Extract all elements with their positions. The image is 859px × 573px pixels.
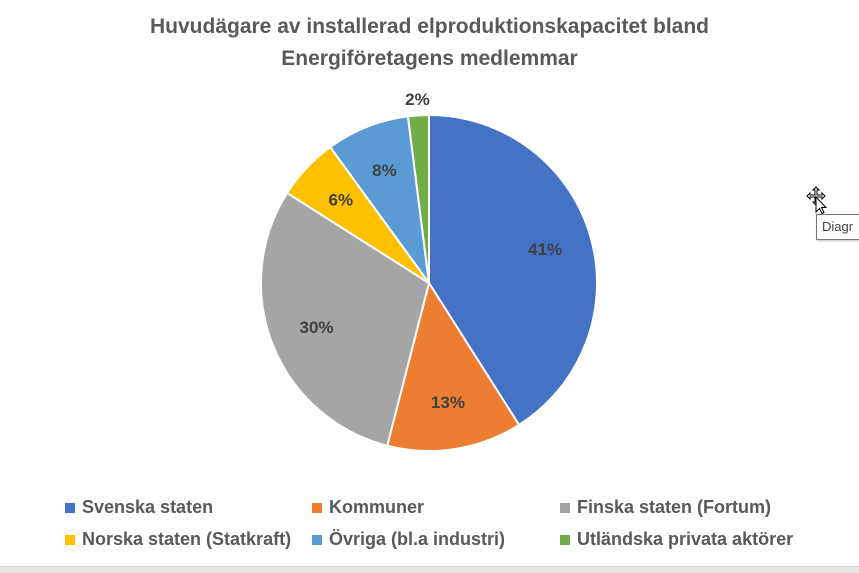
pie-slice-2[interactable] xyxy=(260,191,431,447)
data-label-5: 2% xyxy=(405,90,430,109)
chart-title-line-2: Energiföretagens medlemmar xyxy=(281,47,578,70)
legend-item-ovriga: Övriga (bl.a industri) xyxy=(312,529,505,550)
data-label-0: 41% xyxy=(528,240,562,259)
legend-swatch xyxy=(312,502,322,513)
data-label-1: 13% xyxy=(431,393,465,412)
chart-tooltip: Diagr xyxy=(816,214,859,240)
legend-swatch xyxy=(560,534,570,545)
legend-swatch xyxy=(560,502,570,513)
legend-label: Svenska staten xyxy=(82,497,214,517)
legend-item-finska-staten: Finska staten (Fortum) xyxy=(560,497,771,518)
legend-item-norska-staten: Norska staten (Statkraft) xyxy=(65,529,291,550)
legend-label: Finska staten (Fortum) xyxy=(577,497,772,517)
data-label-4: 8% xyxy=(372,161,397,180)
legend-label: Övriga (bl.a industri) xyxy=(329,529,506,549)
legend-swatch xyxy=(65,534,75,545)
chart-title-line-1: Huvudägare av installerad elproduktionsk… xyxy=(150,15,709,38)
legend-item-kommuner: Kommuner xyxy=(312,497,424,518)
data-label-3: 6% xyxy=(329,191,354,210)
pie-slice-5[interactable] xyxy=(406,113,430,284)
legend-swatch xyxy=(312,534,322,545)
legend-label: Kommuner xyxy=(329,497,425,517)
legend-swatch xyxy=(65,502,75,513)
chart-legend: Svenska staten Kommuner Finska staten (F… xyxy=(0,494,859,558)
legend-label: Norska staten (Statkraft) xyxy=(82,529,292,549)
move-cursor-icon xyxy=(806,186,828,214)
data-label-2: 30% xyxy=(300,318,334,337)
pie-slice-1[interactable] xyxy=(386,280,521,452)
legend-label: Utländska privata aktörer xyxy=(577,529,794,549)
bottom-scrollbar-strip xyxy=(0,566,859,573)
legend-item-svenska-staten: Svenska staten xyxy=(65,497,213,518)
legend-item-utlandska: Utländska privata aktörer xyxy=(560,529,793,550)
